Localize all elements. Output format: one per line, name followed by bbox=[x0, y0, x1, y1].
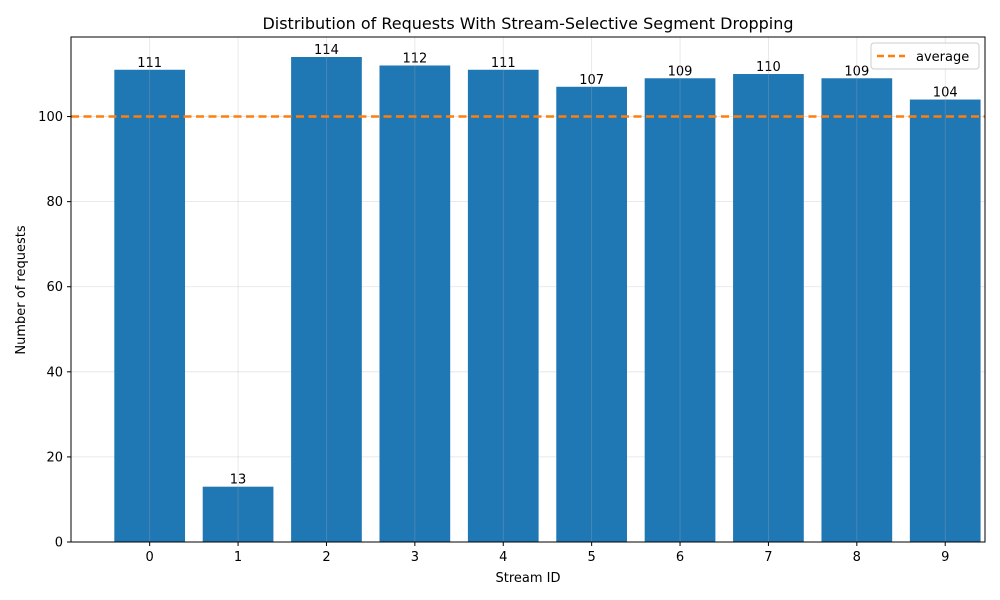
bar bbox=[467, 69, 539, 542]
bar-value-label: 112 bbox=[402, 52, 427, 67]
x-tick-label: 1 bbox=[234, 550, 242, 565]
bar bbox=[821, 78, 893, 543]
x-tick-label: 0 bbox=[146, 550, 154, 565]
bar-value-label: 110 bbox=[756, 60, 781, 75]
legend-average-label: average bbox=[916, 50, 969, 65]
x-tick-label: 2 bbox=[322, 550, 330, 565]
axes: 0 20 40 60 80 100 0 1 2 3 4 5 6 7 8 9 bbox=[38, 36, 986, 565]
y-tick-label: 0 bbox=[55, 536, 63, 551]
bar bbox=[733, 74, 804, 542]
x-tick-label: 4 bbox=[499, 550, 507, 565]
x-tick-label: 7 bbox=[764, 550, 772, 565]
plot-frame bbox=[70, 36, 986, 543]
bar-value-label: 111 bbox=[137, 56, 162, 71]
y-tick-label: 40 bbox=[46, 365, 63, 380]
y-tick-label: 80 bbox=[46, 195, 63, 210]
bar-value-label: 114 bbox=[314, 43, 339, 58]
y-axis-label: Number of requests bbox=[14, 225, 29, 354]
bar-value-label: 109 bbox=[668, 64, 693, 79]
x-tick-label: 6 bbox=[676, 550, 684, 565]
chart-title: Distribution of Requests With Stream-Sel… bbox=[262, 14, 793, 33]
bar-value-label: 111 bbox=[491, 56, 516, 71]
bar bbox=[291, 56, 362, 542]
bar bbox=[909, 99, 981, 543]
bar bbox=[114, 69, 186, 542]
legend-box bbox=[870, 42, 980, 70]
bar-value-label: 107 bbox=[579, 73, 604, 88]
y-tick-label: 20 bbox=[46, 450, 63, 465]
x-tick-label: 5 bbox=[588, 550, 596, 565]
bar bbox=[202, 486, 274, 542]
x-tick-label: 3 bbox=[411, 550, 419, 565]
bar bbox=[379, 65, 451, 542]
y-tick-label: 60 bbox=[46, 280, 63, 295]
bars bbox=[114, 56, 981, 543]
bar-value-label: 13 bbox=[230, 473, 247, 488]
x-axis-label: Stream ID bbox=[495, 571, 560, 586]
bar bbox=[556, 86, 628, 543]
x-tick-label: 8 bbox=[853, 550, 861, 565]
bar bbox=[644, 78, 716, 543]
data-labels: 111 13 114 112 111 107 109 110 109 104 bbox=[137, 37, 958, 542]
legend: average bbox=[870, 42, 980, 70]
bar-value-label: 109 bbox=[844, 64, 869, 79]
bar-value-label: 104 bbox=[933, 86, 958, 101]
y-tick-label: 100 bbox=[38, 110, 63, 125]
x-tick-label: 9 bbox=[941, 550, 949, 565]
